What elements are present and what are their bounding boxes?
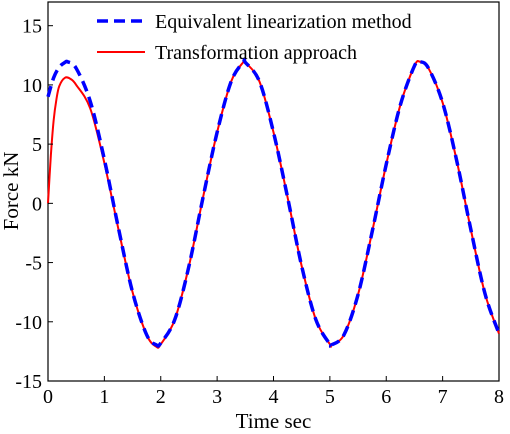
y-tick-label: 10 <box>22 75 42 97</box>
x-tick-label: 8 <box>494 386 504 408</box>
y-axis-label: Force kN <box>0 152 23 231</box>
x-tick-label: 6 <box>381 386 391 408</box>
x-tick-label: 0 <box>43 386 53 408</box>
ticks-layer: 0 1 2 3 4 5 6 7 8 -15 -10 -5 0 5 10 15 <box>15 16 504 408</box>
legend-label-equivalent-linearization: Equivalent linearization method <box>155 11 412 33</box>
y-tick-label: -5 <box>25 253 42 275</box>
x-tick-label: 7 <box>438 386 448 408</box>
y-tick-label: 0 <box>32 193 42 215</box>
series-layer <box>46 57 501 349</box>
y-tick-label: 15 <box>22 16 42 38</box>
series-line-equivalent-linearization <box>46 57 501 349</box>
series-line-transformation <box>47 58 500 349</box>
x-tick-label: 5 <box>325 386 335 408</box>
legend: Equivalent linearization method Transfor… <box>97 11 412 64</box>
x-tick-label: 4 <box>269 386 279 408</box>
x-tick-label: 2 <box>156 386 166 408</box>
y-tick-label: 5 <box>32 134 42 156</box>
x-tick-label: 3 <box>212 386 222 408</box>
y-tick-label: -10 <box>15 312 42 334</box>
y-tick-label: -15 <box>15 371 42 393</box>
x-tick-label: 1 <box>99 386 109 408</box>
legend-label-transformation: Transformation approach <box>155 42 357 64</box>
x-axis-label: Time sec <box>236 409 312 433</box>
